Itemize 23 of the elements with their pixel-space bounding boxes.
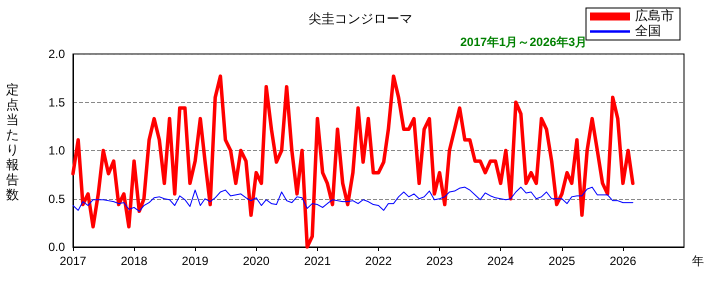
x-tick-label: 2019 bbox=[182, 254, 209, 268]
line-series bbox=[71, 74, 635, 249]
x-tick-label: 2022 bbox=[365, 254, 392, 268]
x-tick-label: 2025 bbox=[548, 254, 576, 268]
x-tick-label: 2020 bbox=[242, 254, 270, 268]
line-series bbox=[72, 186, 634, 212]
chart-title: 尖圭コンジローマ bbox=[308, 12, 412, 27]
y-tick-label: 1.5 bbox=[48, 95, 66, 110]
x-tick-label: 2021 bbox=[304, 254, 332, 268]
x-tick-label: 2024 bbox=[487, 254, 514, 268]
y-tick-label: 1.0 bbox=[48, 144, 66, 158]
text: 2017年1月～2026年3月 bbox=[460, 35, 588, 49]
y-axis-title: 定点当たり報告数 bbox=[6, 83, 19, 203]
x-tick-label: 2023 bbox=[426, 254, 454, 268]
legend-label: 全国 bbox=[635, 24, 661, 39]
x-axis-title: 年 bbox=[692, 254, 704, 268]
legend-label: 広島市 bbox=[635, 8, 674, 24]
y-tick-label: 0.0 bbox=[48, 240, 66, 254]
y-tick-label: 2.0 bbox=[48, 47, 66, 61]
x-tick-label: 2018 bbox=[120, 254, 148, 268]
x-tick-label: 2026 bbox=[610, 254, 637, 268]
y-tick-label: 0.5 bbox=[48, 192, 66, 206]
x-tick-label: 2017 bbox=[60, 254, 87, 268]
